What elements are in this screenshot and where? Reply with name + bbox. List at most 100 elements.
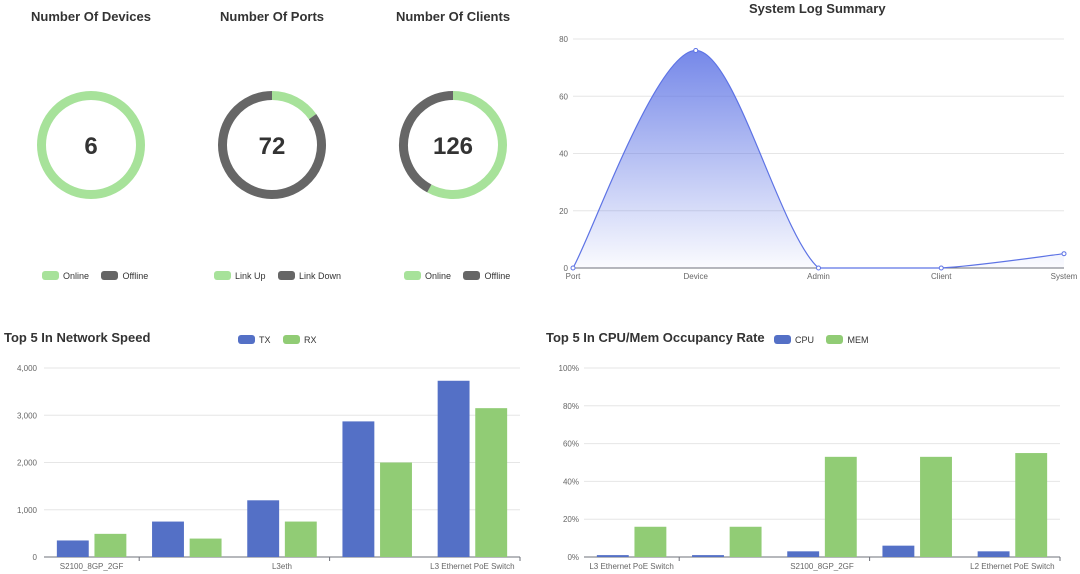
log-area-chart: 0 20 40 60 80 Port Device Admin Client System [559,35,1078,281]
x-tick-label: L3 Ethernet PoE Switch [589,562,674,571]
donut-charts: 6 72 126 [37,91,507,199]
speed-bar-chart: 0 1,000 2,000 3,000 4,000 S2100_8GP_2GF L3eth L… [17,364,521,571]
x-tick-label: L3 Ethernet PoE Switch [430,562,515,571]
legend-online[interactable]: Online [42,271,89,281]
bar-rx[interactable] [284,521,317,557]
y-tick-label: 0% [567,553,579,562]
x-tick-label: Device [684,272,709,281]
data-point[interactable] [1061,251,1067,257]
log-chart-title: System Log Summary [749,1,886,16]
swatch-online [404,271,421,280]
devices-donut[interactable] [37,91,145,199]
devices-legend: Online Offline [42,267,156,285]
legend-offline[interactable]: Offline [463,271,510,281]
x-tick-label: System [1051,272,1078,281]
data-point[interactable] [570,265,576,271]
x-tick-label: Port [566,272,581,281]
bar-tx[interactable] [437,380,470,557]
cpu-bar-chart: 0% 20% 40% 60% 80% 100% L3 Ethernet PoE Switch… [559,364,1061,571]
swatch-mem [826,335,844,344]
y-tick-label: 80 [559,35,568,44]
y-tick-label: 2,000 [17,459,38,468]
clients-donut[interactable] [399,91,507,199]
swatch-offline [463,271,481,280]
bar-rx[interactable] [475,408,508,557]
y-tick-label: 1,000 [17,506,38,515]
bar-mem[interactable] [1015,453,1048,557]
bar-rx[interactable] [380,462,412,558]
bar-cpu[interactable] [692,555,724,557]
legend-tx[interactable]: TX [238,335,271,345]
legend-link-up[interactable]: Link Up [214,271,266,281]
donut-segment-online[interactable] [427,91,507,199]
y-tick-label: 40 [559,150,568,159]
y-tick-label: 80% [563,402,579,411]
x-tick-label: Admin [807,272,830,281]
bar-tx[interactable] [152,521,184,557]
bar-mem[interactable] [634,526,667,557]
swatch-rx [282,335,300,344]
legend-link-down-label: Link Down [298,270,341,281]
x-tick-label: S2100_8GP_2GF [790,562,854,571]
swatch-link-down [277,271,295,280]
bar-cpu[interactable] [596,555,629,557]
bar-tx[interactable] [247,500,280,557]
swatch-offline [101,271,119,280]
ports-donut[interactable] [218,91,326,199]
cpu-legend: CPU MEM [774,331,876,349]
bar-mem[interactable] [729,526,762,557]
cpu-chart-title: Top 5 In CPU/Mem Occupancy Rate [546,330,765,345]
legend-link-up-label: Link Up [235,270,266,281]
legend-rx-label: RX [303,334,317,345]
legend-offline-label: Offline [122,270,149,281]
bar-tx[interactable] [56,540,89,557]
bar-cpu[interactable] [882,545,915,557]
area-fill [573,50,1064,269]
y-tick-label: 20 [559,207,568,216]
devices-title: Number Of Devices [31,9,151,24]
legend-online[interactable]: Online [404,271,451,281]
bar-rx[interactable] [189,538,222,557]
ports-title: Number Of Ports [219,9,324,24]
bar-cpu[interactable] [977,551,1010,557]
data-point[interactable] [693,47,699,53]
donut-segment-offline[interactable] [399,91,454,193]
y-tick-label: 60% [563,440,579,449]
donut-segment-link-up[interactable] [271,91,317,120]
speed-legend: TX RX [238,331,324,349]
x-tick-label: L3eth [272,562,292,571]
legend-mem[interactable]: MEM [826,335,868,345]
swatch-cpu [774,335,791,344]
data-point[interactable] [938,265,944,271]
bar-mem[interactable] [920,456,952,557]
y-tick-label: 40% [563,477,579,486]
legend-tx-label: TX [259,334,271,345]
y-tick-label: 100% [559,364,579,373]
y-tick-label: 0 [33,553,38,562]
data-point[interactable] [816,265,821,271]
legend-mem-label: MEM [847,334,869,345]
ports-count: 72 [259,133,286,160]
swatch-link-up [214,271,231,280]
swatch-tx [238,335,255,344]
swatch-online [42,271,59,280]
legend-offline-label: Offline [484,270,511,281]
bar-rx[interactable] [94,533,127,557]
legend-link-down[interactable]: Link Down [277,270,341,281]
legend-offline[interactable]: Offline [101,271,148,281]
bar-mem[interactable] [824,456,857,557]
x-tick-label: Client [931,272,952,281]
donut-segment-link-down[interactable] [218,91,326,199]
donut-segment-online[interactable] [37,91,145,199]
legend-rx[interactable]: RX [282,334,317,345]
clients-count: 126 [433,133,473,160]
ports-legend: Link Up Link Down [214,267,349,285]
legend-cpu-label: CPU [795,334,815,345]
devices-count: 6 [84,133,97,160]
legend-online-label: Online [425,270,452,281]
y-tick-label: 0 [564,264,569,273]
bar-cpu[interactable] [787,551,820,557]
legend-cpu[interactable]: CPU [774,335,814,345]
y-tick-label: 3,000 [17,411,38,420]
bar-tx[interactable] [342,421,375,557]
